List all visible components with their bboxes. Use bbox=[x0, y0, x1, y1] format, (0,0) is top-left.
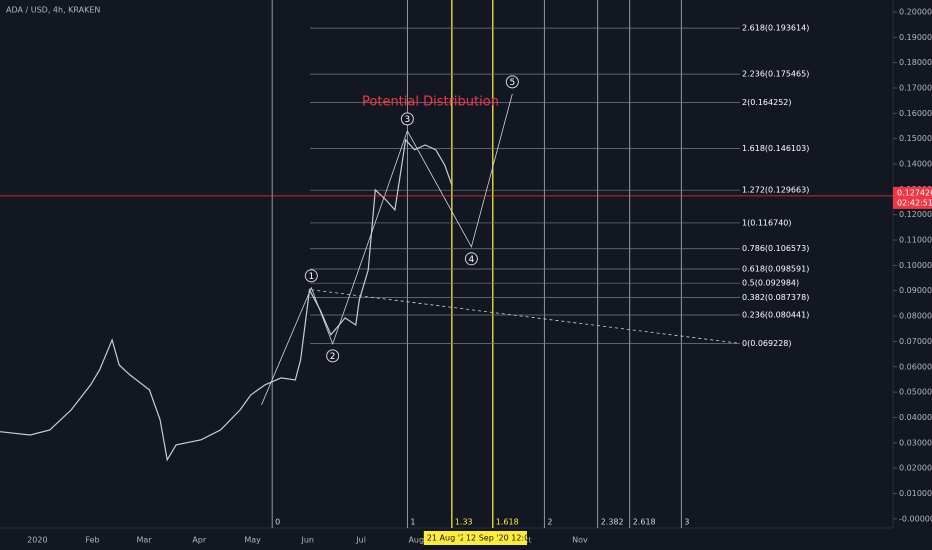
y-tick-label: 0.010000 bbox=[899, 489, 932, 498]
date-highlight-label: 12 Sep '20 12:00 bbox=[466, 534, 534, 543]
wave-marker bbox=[505, 75, 519, 89]
time-fib-label: 0 bbox=[275, 518, 280, 527]
fib-label: 0(0.069228) bbox=[742, 339, 792, 348]
fib-label: 0.236(0.080441) bbox=[742, 310, 809, 319]
fib-label: 0.382(0.087378) bbox=[742, 293, 809, 302]
x-tick-label: Aug bbox=[408, 536, 424, 545]
time-fib-label: 3 bbox=[684, 518, 689, 527]
fib-label: 2.236(0.175465) bbox=[742, 70, 809, 79]
wave-label: 3 bbox=[404, 115, 410, 125]
current-price-box bbox=[893, 186, 932, 209]
x-tick-label: May bbox=[244, 536, 261, 545]
wave-marker bbox=[400, 112, 414, 126]
time-fib-label: 2.618 bbox=[633, 518, 656, 527]
wave-label: 5 bbox=[509, 78, 515, 88]
x-tick-label: Mar bbox=[137, 536, 153, 545]
fib-label: 0.786(0.106573) bbox=[742, 244, 809, 253]
time-fib-label: 1 bbox=[410, 518, 415, 527]
wave-marker bbox=[304, 269, 318, 283]
trendline bbox=[311, 289, 741, 344]
fib-label: 2.618(0.193614) bbox=[742, 24, 809, 33]
fib-label: 0.618(0.098591) bbox=[742, 264, 809, 273]
x-tick-label: Apr bbox=[192, 536, 207, 545]
date-highlight-box bbox=[462, 531, 527, 545]
price-line bbox=[0, 138, 453, 462]
fib-label: 2(0.164252) bbox=[742, 98, 792, 107]
x-tick-label: Jul bbox=[355, 536, 366, 545]
annotation: Potential Distribution bbox=[362, 94, 499, 109]
x-tick-label: 2020 bbox=[27, 536, 47, 545]
fib-label: 1.272(0.129663) bbox=[742, 186, 809, 195]
countdown-label: 02:42:51 bbox=[897, 198, 932, 207]
wave-marker bbox=[464, 252, 478, 266]
fib-label: 1(0.116740) bbox=[742, 218, 792, 227]
x-tick-label: Jun bbox=[300, 536, 314, 545]
time-fib-label: 2 bbox=[547, 518, 552, 527]
x-tick-label: Feb bbox=[85, 536, 99, 545]
fib-label: 0.5(0.092984) bbox=[742, 279, 799, 288]
chart-title: ADA / USD, 4h, KRAKEN bbox=[6, 6, 100, 15]
current-price-label: 0.127426 bbox=[897, 188, 932, 197]
wave-path bbox=[261, 93, 513, 405]
time-fib-label: 1.618 bbox=[496, 518, 519, 527]
wave-label: 2 bbox=[330, 352, 336, 362]
wave-label: 1 bbox=[308, 272, 314, 282]
wave-label: 4 bbox=[469, 255, 475, 265]
wave-marker bbox=[326, 349, 340, 363]
time-fib-label: 2.382 bbox=[601, 518, 624, 527]
time-fib-label: 1.33 bbox=[455, 518, 473, 527]
date-highlight-label: 21 Aug '20 0 bbox=[427, 534, 478, 543]
x-tick-label: Nov bbox=[572, 536, 588, 545]
y-tick-label: -0.000000 bbox=[899, 514, 932, 523]
fib-label: 1.618(0.146103) bbox=[742, 144, 809, 153]
